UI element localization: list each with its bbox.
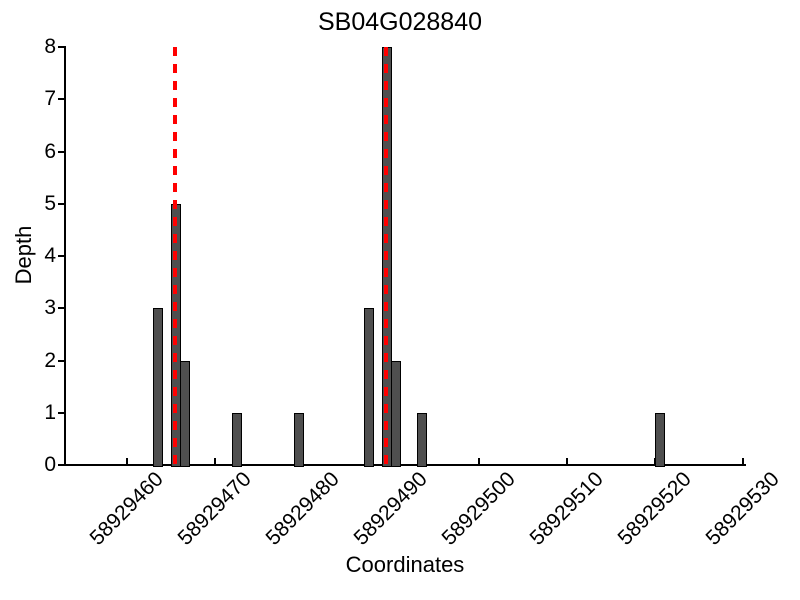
x-axis-line [64,464,746,466]
x-tick [741,458,744,465]
x-tick-label: 58929530 [701,467,784,550]
y-tick-label: 5 [44,191,56,215]
x-tick [477,458,480,465]
y-tick-label: 1 [44,400,56,424]
y-tick [58,411,65,414]
depth-bar [232,412,243,467]
chart-title: SB04G028840 [317,8,483,36]
y-tick-label: 0 [44,453,56,476]
x-tick-label: 58929460 [85,467,168,550]
x-tick-label: 58929510 [525,467,608,550]
y-tick [58,98,65,101]
depth-bar [153,308,164,467]
y-tick-label: 3 [44,296,56,320]
y-tick [58,464,65,466]
x-tick-label: 58929470 [173,467,256,550]
x-tick [565,458,568,465]
y-axis-line [64,46,66,466]
x-tick-label: 58929480 [261,467,344,550]
x-tick [125,458,128,465]
x-tick-label: 58929490 [349,467,432,550]
y-tick-label: 4 [44,244,56,267]
depth-bar [417,412,428,467]
y-tick [58,46,65,48]
x-tick [213,458,216,465]
y-tick [58,359,65,362]
y-tick-label: 6 [44,139,56,163]
x-tick-label: 58929500 [437,467,520,550]
y-tick-label: 7 [44,87,56,111]
y-tick-label: 8 [44,35,56,58]
y-tick [58,202,65,205]
x-tick-label: 58929520 [613,467,696,550]
depth-bar [390,360,401,467]
y-tick [58,150,65,153]
depth-bar [179,360,190,467]
depth-bar [364,308,375,467]
snp-marker-line [173,47,178,466]
depth-bar [293,412,304,467]
x-axis-label: Coordinates [345,552,465,577]
y-tick [58,255,65,257]
y-tick [58,307,65,310]
snp-marker-line [384,47,389,466]
depth-bar [654,412,665,467]
y-tick-label: 2 [44,348,56,372]
